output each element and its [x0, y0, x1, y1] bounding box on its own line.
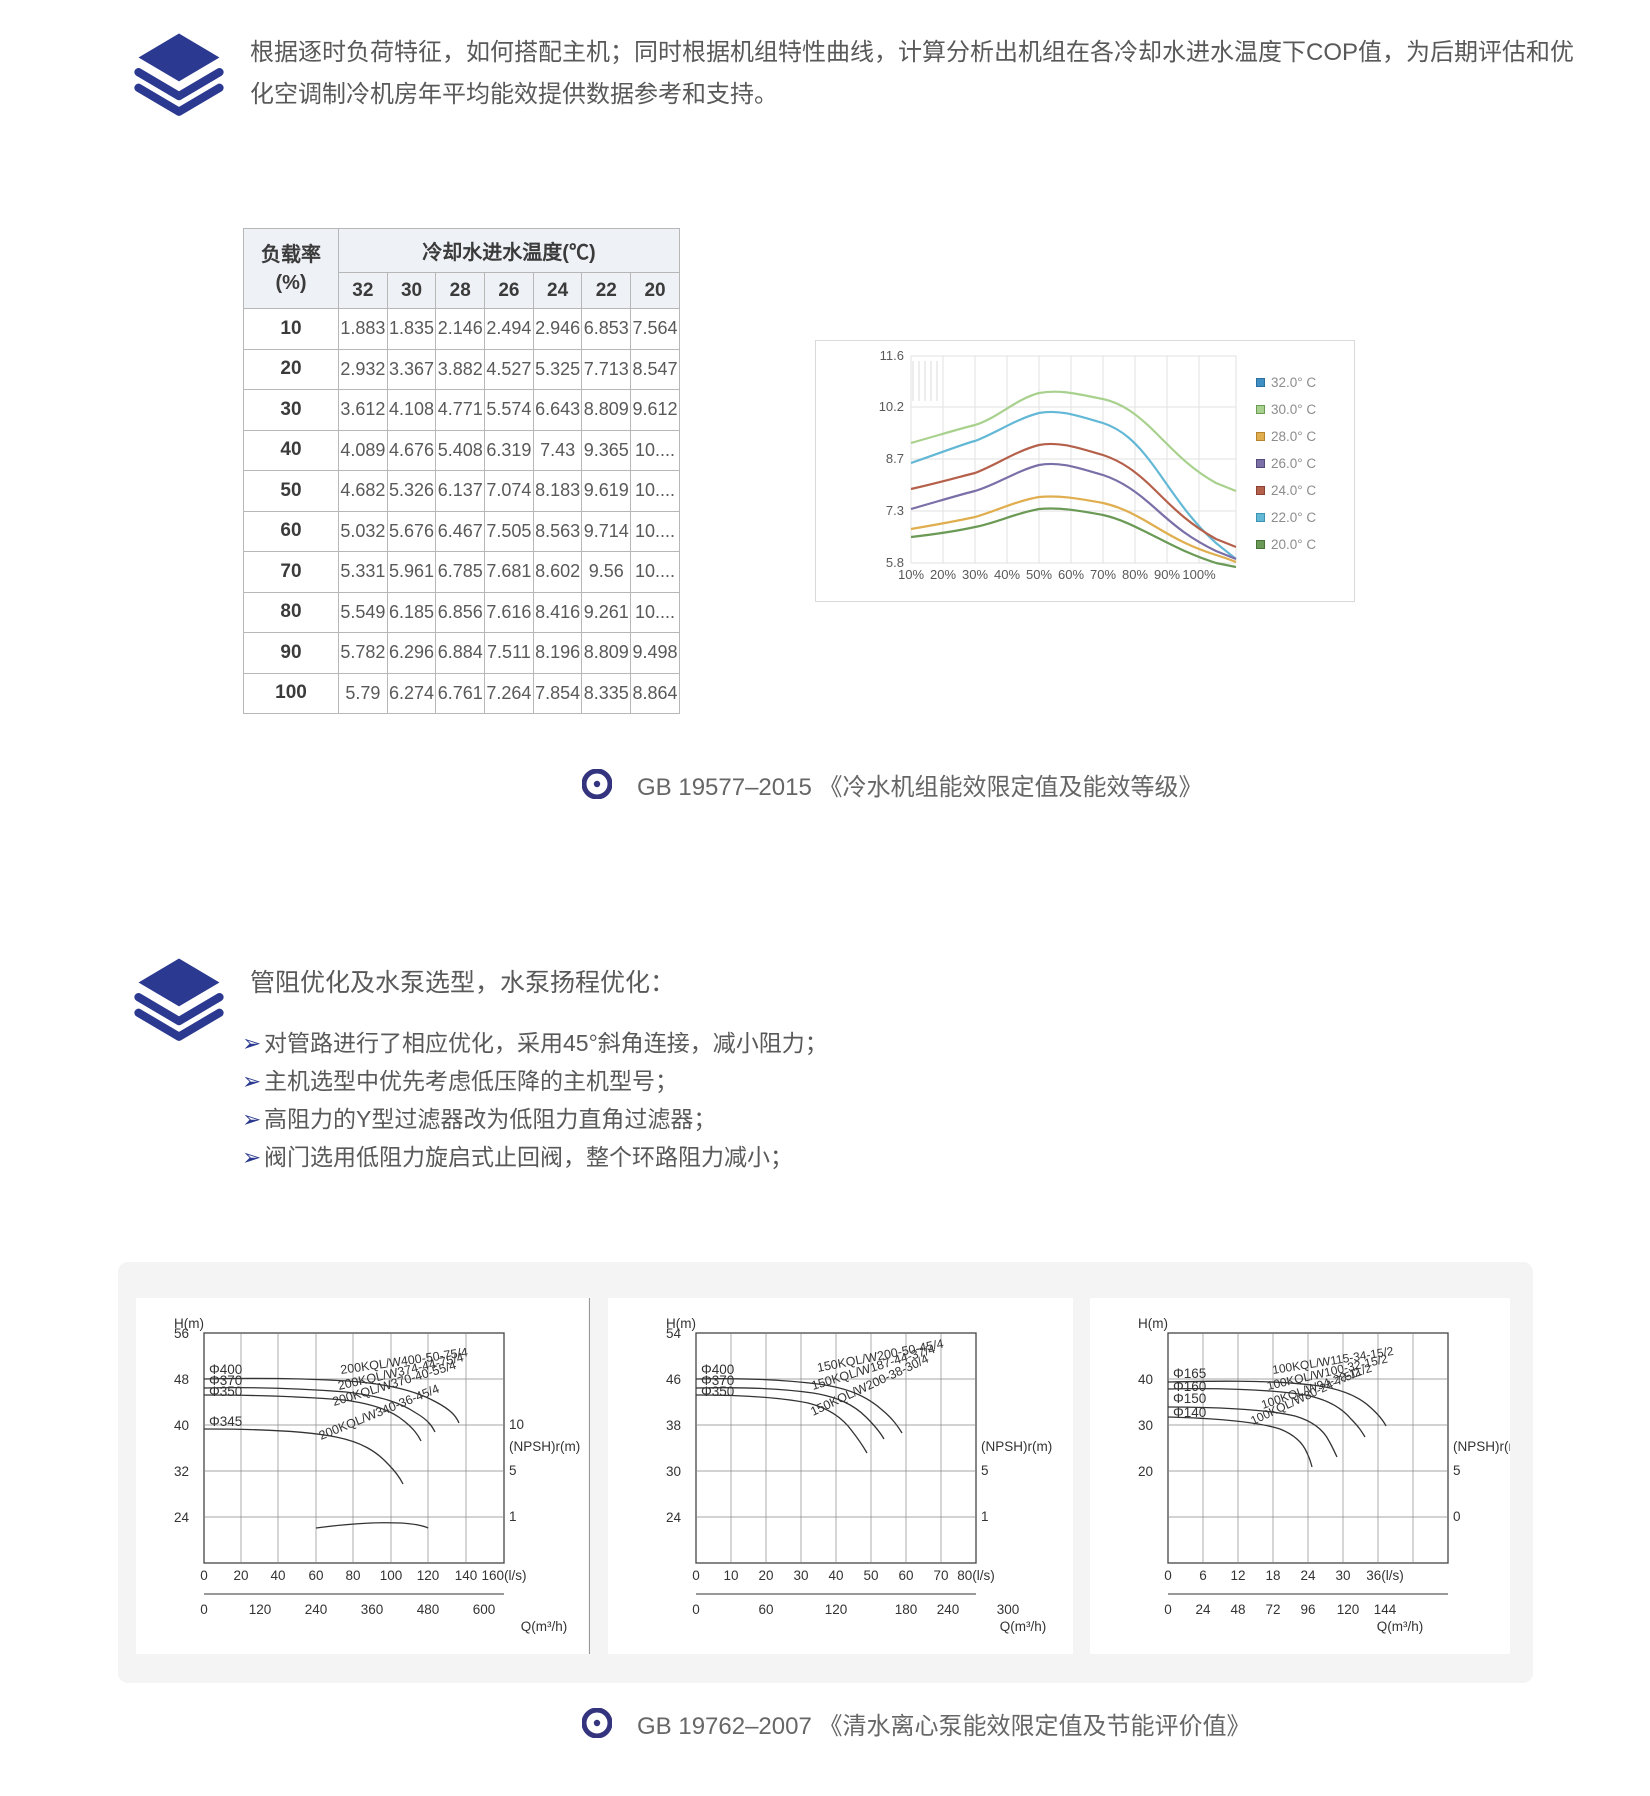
svg-text:60%: 60%	[1058, 567, 1084, 582]
svg-text:(NPSH)r(m): (NPSH)r(m)	[1453, 1439, 1510, 1454]
svg-text:50%: 50%	[1026, 567, 1052, 582]
svg-text:20: 20	[233, 1568, 248, 1583]
svg-text:120: 120	[417, 1568, 440, 1583]
svg-text:30%: 30%	[962, 567, 988, 582]
svg-text:90%: 90%	[1154, 567, 1180, 582]
svg-text:Φ345: Φ345	[209, 1414, 242, 1429]
svg-text:50: 50	[863, 1568, 878, 1583]
svg-text:56: 56	[174, 1326, 189, 1341]
svg-text:30: 30	[666, 1464, 681, 1479]
svg-text:70%: 70%	[1090, 567, 1116, 582]
svg-text:1: 1	[509, 1509, 517, 1524]
svg-text:70: 70	[933, 1568, 948, 1583]
svg-text:Q(m³/h): Q(m³/h)	[521, 1619, 568, 1634]
svg-text:20: 20	[1138, 1464, 1153, 1479]
svg-text:10.2: 10.2	[879, 399, 904, 414]
svg-text:7.3: 7.3	[886, 503, 904, 518]
svg-text:48: 48	[1230, 1602, 1245, 1617]
svg-text:0: 0	[692, 1602, 700, 1617]
svg-text:140: 140	[455, 1568, 478, 1583]
svg-text:96: 96	[1300, 1602, 1315, 1617]
svg-text:30: 30	[1335, 1568, 1350, 1583]
svg-text:40: 40	[1138, 1372, 1153, 1387]
svg-text:10%: 10%	[898, 567, 924, 582]
svg-text:Q(m³/h): Q(m³/h)	[1377, 1619, 1424, 1634]
svg-text:8.7: 8.7	[886, 451, 904, 466]
svg-text:240: 240	[305, 1602, 328, 1617]
svg-text:(NPSH)r(m): (NPSH)r(m)	[981, 1439, 1052, 1454]
svg-text:480: 480	[417, 1602, 440, 1617]
svg-text:(NPSH)r(m): (NPSH)r(m)	[509, 1439, 580, 1454]
svg-text:20%: 20%	[930, 567, 956, 582]
svg-text:5: 5	[1453, 1463, 1461, 1478]
svg-text:60: 60	[758, 1602, 773, 1617]
svg-text:60: 60	[898, 1568, 913, 1583]
svg-text:1: 1	[981, 1509, 989, 1524]
svg-text:24: 24	[666, 1510, 682, 1525]
svg-text:24: 24	[174, 1510, 190, 1525]
svg-text:5: 5	[981, 1463, 989, 1478]
svg-text:12: 12	[1230, 1568, 1245, 1583]
svg-text:60: 60	[308, 1568, 323, 1583]
svg-text:120: 120	[249, 1602, 272, 1617]
svg-text:160(l/s): 160(l/s)	[481, 1568, 526, 1583]
svg-text:80%: 80%	[1122, 567, 1148, 582]
svg-text:240: 240	[937, 1602, 960, 1617]
svg-text:0: 0	[200, 1602, 208, 1617]
svg-text:5: 5	[509, 1463, 517, 1478]
svg-text:300: 300	[997, 1602, 1020, 1617]
svg-text:24: 24	[1300, 1568, 1316, 1583]
svg-text:120: 120	[1337, 1602, 1360, 1617]
svg-text:180: 180	[895, 1602, 918, 1617]
svg-text:0: 0	[200, 1568, 208, 1583]
svg-text:10: 10	[509, 1417, 524, 1432]
svg-text:80: 80	[345, 1568, 360, 1583]
svg-text:Φ150: Φ150	[1173, 1391, 1206, 1406]
svg-text:20: 20	[758, 1568, 773, 1583]
svg-text:36(l/s): 36(l/s)	[1366, 1568, 1404, 1583]
svg-text:18: 18	[1265, 1568, 1280, 1583]
svg-text:100%: 100%	[1182, 567, 1216, 582]
svg-text:Φ350: Φ350	[209, 1384, 242, 1399]
svg-text:30: 30	[793, 1568, 808, 1583]
svg-text:360: 360	[361, 1602, 384, 1617]
svg-text:48: 48	[174, 1372, 189, 1387]
svg-text:40: 40	[828, 1568, 843, 1583]
svg-text:6: 6	[1199, 1568, 1207, 1583]
svg-text:0: 0	[1164, 1602, 1172, 1617]
svg-text:46: 46	[666, 1372, 681, 1387]
svg-text:120: 120	[825, 1602, 848, 1617]
svg-text:0: 0	[1164, 1568, 1172, 1583]
svg-text:600: 600	[473, 1602, 496, 1617]
svg-text:54: 54	[666, 1326, 682, 1341]
svg-text:24: 24	[1195, 1602, 1211, 1617]
svg-text:40: 40	[270, 1568, 285, 1583]
svg-text:38: 38	[666, 1418, 681, 1433]
svg-text:100: 100	[380, 1568, 403, 1583]
svg-text:Φ140: Φ140	[1173, 1405, 1206, 1420]
svg-text:H(m): H(m)	[1138, 1316, 1168, 1331]
svg-text:0: 0	[692, 1568, 700, 1583]
svg-text:144: 144	[1374, 1602, 1397, 1617]
svg-text:80(l/s): 80(l/s)	[957, 1568, 995, 1583]
svg-text:32: 32	[174, 1464, 189, 1479]
svg-text:30: 30	[1138, 1418, 1153, 1433]
svg-text:72: 72	[1265, 1602, 1280, 1617]
svg-text:Φ350: Φ350	[701, 1384, 734, 1399]
svg-text:10: 10	[723, 1568, 738, 1583]
svg-text:0: 0	[1453, 1509, 1461, 1524]
svg-text:40: 40	[174, 1418, 189, 1433]
svg-text:40%: 40%	[994, 567, 1020, 582]
svg-text:Q(m³/h): Q(m³/h)	[1000, 1619, 1047, 1634]
svg-text:11.6: 11.6	[880, 348, 904, 363]
